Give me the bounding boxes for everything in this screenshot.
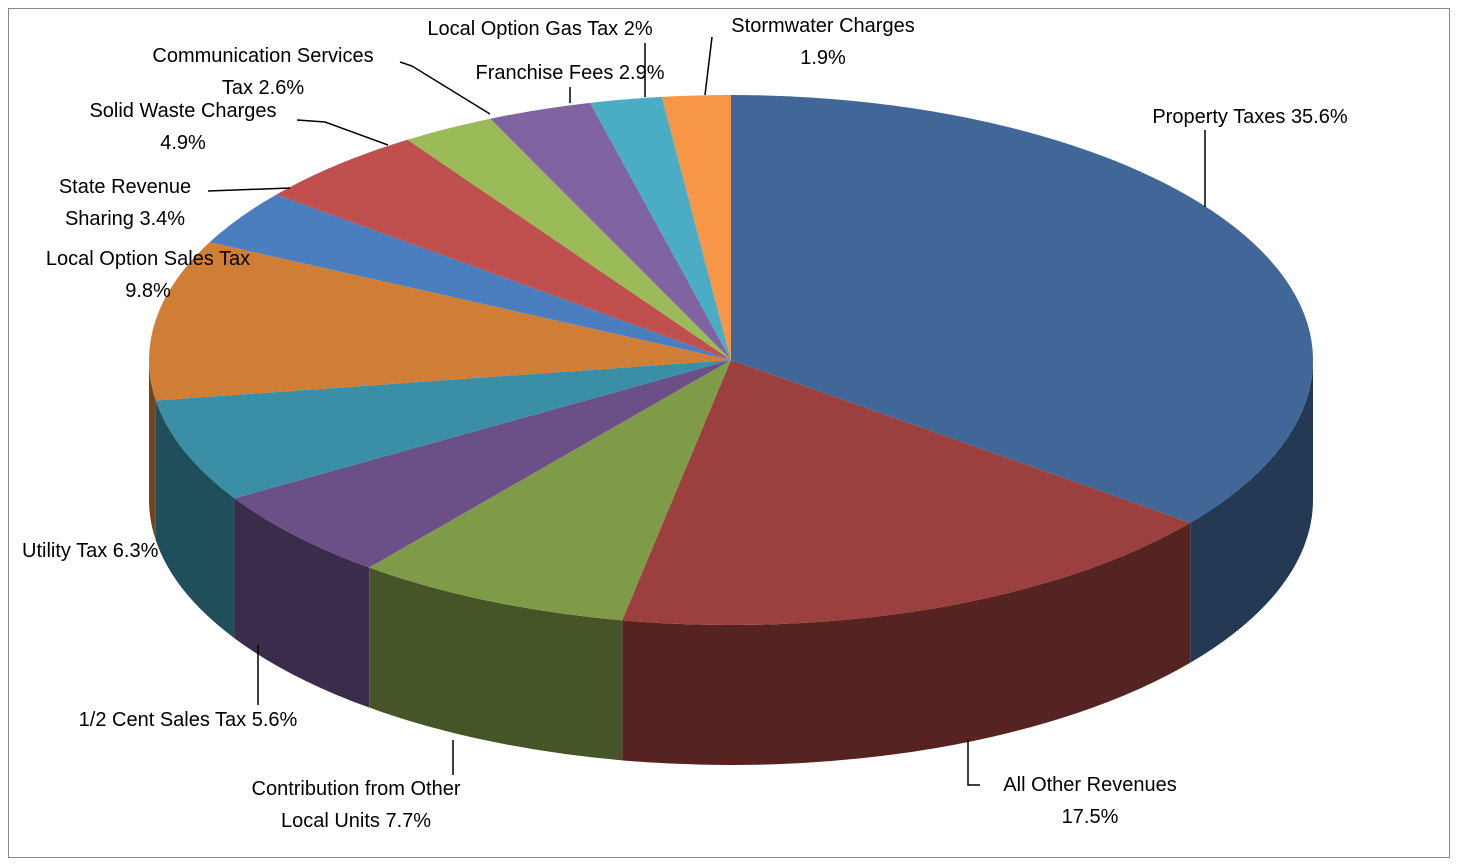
leader-lines bbox=[207, 36, 1206, 786]
category-label: Utility Tax bbox=[22, 540, 108, 562]
value-label: 1.9% bbox=[800, 47, 846, 69]
leader-line bbox=[967, 740, 980, 786]
pie-slice bbox=[369, 360, 731, 621]
leader-line bbox=[704, 36, 713, 96]
data-label: Contribution from Other Local Units 7.7% bbox=[231, 773, 481, 837]
value-label: 2.9% bbox=[618, 62, 665, 84]
category-label: All Other Revenues bbox=[1003, 774, 1177, 796]
value-label: 3.4% bbox=[139, 208, 186, 230]
pie-slice bbox=[155, 360, 731, 499]
category-label: State Revenue Sharing bbox=[58, 176, 192, 230]
category-label: Franchise Fees bbox=[475, 62, 614, 84]
data-label: Franchise Fees 2.9% bbox=[476, 57, 665, 89]
pie-side bbox=[622, 522, 1191, 765]
data-label: Communication Services Tax 2.6% bbox=[136, 40, 391, 104]
category-label: Stormwater Charges bbox=[731, 15, 915, 37]
pie-sides bbox=[149, 360, 1313, 765]
value-label: 2.6% bbox=[258, 77, 305, 99]
data-label: Stormwater Charges 1.9% bbox=[713, 10, 933, 74]
pie-side bbox=[149, 360, 156, 541]
category-label: Solid Waste Charges bbox=[89, 100, 277, 122]
data-label: All Other Revenues 17.5% bbox=[983, 769, 1198, 833]
leader-line bbox=[207, 187, 291, 192]
value-label: 7.7% bbox=[385, 810, 432, 832]
data-label: Utility Tax 6.3% bbox=[22, 535, 158, 567]
pie-slice bbox=[209, 194, 731, 360]
data-label: Property Taxes 35.6% bbox=[1152, 101, 1347, 133]
pie-side bbox=[1190, 360, 1313, 663]
pie-side bbox=[155, 400, 235, 639]
pie-slice bbox=[276, 139, 731, 360]
value-label: 35.6% bbox=[1290, 106, 1348, 128]
pie-slice bbox=[234, 360, 731, 568]
data-label: 1/2 Cent Sales Tax 5.6% bbox=[79, 704, 298, 736]
value-label: 4.9% bbox=[160, 132, 206, 154]
pie-slice bbox=[490, 102, 731, 360]
data-label: Solid Waste Charges 4.9% bbox=[73, 95, 293, 159]
category-label: 1/2 Cent Sales Tax bbox=[78, 709, 247, 731]
pie-tops bbox=[148, 95, 1314, 625]
data-label: State Revenue Sharing 3.4% bbox=[40, 171, 210, 235]
data-label: Local Option Sales Tax 9.8% bbox=[28, 243, 268, 307]
category-label: Communication Services Tax bbox=[152, 45, 374, 99]
value-label: 6.3% bbox=[112, 540, 159, 562]
category-label: Contribution from Other Local Units bbox=[251, 778, 461, 832]
category-label: Local Option Sales Tax bbox=[45, 248, 251, 270]
pie-slice bbox=[590, 96, 731, 360]
chart-frame bbox=[8, 8, 1450, 858]
leader-line bbox=[296, 119, 389, 146]
pie-slice bbox=[148, 242, 731, 401]
data-label: Local Option Gas Tax 2% bbox=[427, 13, 652, 45]
category-label: Local Option Gas Tax bbox=[427, 18, 619, 40]
pie-slice bbox=[622, 360, 1191, 625]
category-label: Property Taxes bbox=[1152, 106, 1286, 128]
value-label: 17.5% bbox=[1061, 806, 1119, 828]
pie-slice bbox=[661, 95, 731, 360]
pie-side bbox=[234, 498, 370, 708]
leader-line bbox=[399, 61, 491, 115]
pie-slice bbox=[407, 118, 731, 360]
value-label: 2% bbox=[623, 18, 653, 40]
value-label: 5.6% bbox=[251, 709, 298, 731]
value-label: 9.8% bbox=[125, 280, 171, 302]
pie-side bbox=[369, 567, 623, 761]
pie-slice bbox=[731, 95, 1314, 523]
